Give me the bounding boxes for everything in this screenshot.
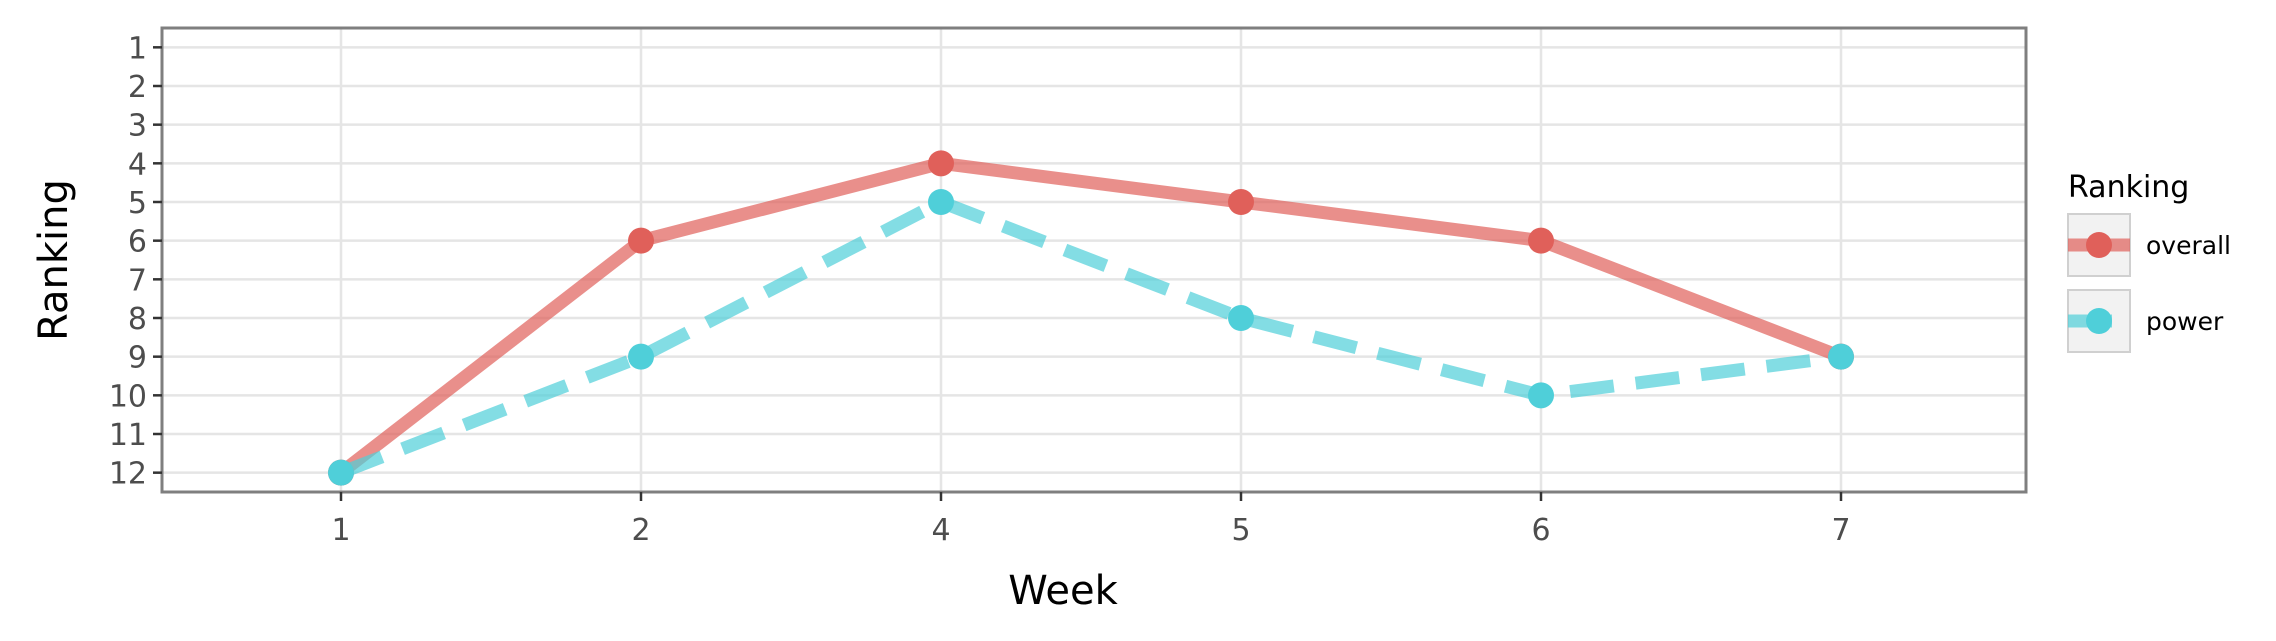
legend-title: Ranking [2068, 170, 2189, 205]
x-tick-label: 6 [1531, 513, 1550, 548]
y-tick-label: 5 [128, 186, 147, 221]
y-tick-label: 10 [109, 379, 147, 414]
legend-item-overall: overall [2067, 213, 2231, 277]
legend-items: overall power [2067, 213, 2231, 353]
data-point-power [1528, 382, 1554, 409]
series-line-power [338, 195, 1842, 479]
legend-label: power [2146, 307, 2224, 336]
x-tick-label: 7 [1831, 513, 1850, 548]
data-point-overall [928, 150, 954, 177]
y-tick-label: 9 [128, 341, 147, 376]
y-tick-label: 6 [128, 225, 147, 260]
data-point-power [1828, 343, 1854, 370]
x-axis-title: Week [1008, 568, 1118, 614]
data-point-overall [1228, 189, 1254, 215]
legend-key-marker [2086, 308, 2112, 334]
data-point-overall [628, 227, 654, 254]
series-layer [328, 150, 1854, 486]
y-tick-label: 4 [128, 147, 147, 182]
y-tick-label: 7 [128, 263, 147, 298]
plot-border [160, 26, 2028, 494]
y-gridlines [162, 46, 2026, 474]
legend-key-marker [2086, 232, 2112, 258]
series-power [328, 189, 1854, 486]
x-gridlines [339, 28, 1843, 492]
data-point-overall [1528, 227, 1554, 254]
x-axis-ticks: 1 2 4 5 6 7 [331, 492, 1851, 548]
legend-item-power: power [2067, 289, 2224, 353]
y-tick-label: 1 [128, 31, 147, 66]
data-point-power [328, 459, 354, 486]
x-tick-label: 5 [1231, 513, 1250, 548]
y-tick-label: 11 [109, 418, 147, 453]
x-tick-label: 4 [931, 513, 950, 548]
y-axis-title: Ranking [31, 179, 77, 341]
data-point-power [928, 189, 954, 215]
legend: Ranking overall power [2067, 170, 2231, 353]
data-point-power [1228, 305, 1254, 331]
data-point-power [628, 343, 654, 370]
series-line-overall [337, 156, 1844, 478]
y-tick-label: 12 [109, 457, 147, 492]
y-tick-label: 3 [128, 109, 147, 144]
x-tick-label: 2 [631, 513, 650, 548]
y-tick-label: 2 [128, 70, 147, 105]
legend-label: overall [2146, 231, 2231, 260]
x-tick-label: 1 [331, 513, 350, 548]
y-tick-label: 8 [128, 302, 147, 337]
